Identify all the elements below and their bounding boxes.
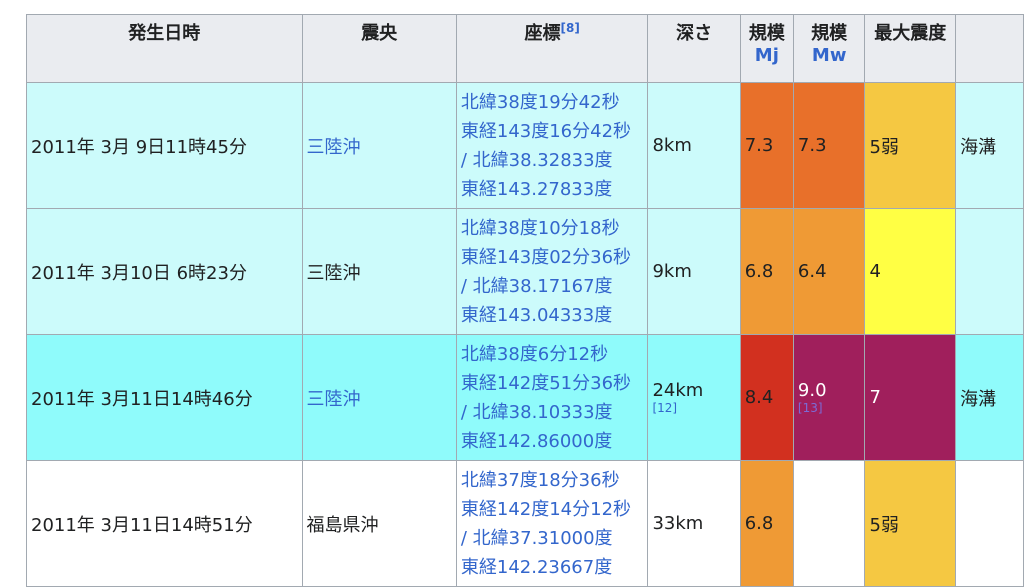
coord-line[interactable]: 東経142.86000度 (460, 430, 613, 452)
header-depth: 深さ (647, 14, 741, 83)
table-row: 2011年 3月11日14時46分 三陸沖 北緯38度6分12秒東経142度51… (26, 334, 1024, 461)
depth-cell: 9km (647, 208, 741, 335)
depth-ref-link[interactable]: [12] (652, 401, 678, 415)
coord-line[interactable]: / 北緯38.10333度 (460, 401, 613, 423)
epicenter-link: 福島県沖 (306, 514, 379, 536)
coords-cell[interactable]: 北緯38度6分12秒東経142度51分36秒 / 北緯38.10333度 東経142… (455, 334, 649, 461)
mw-cell: 7.3 (792, 82, 866, 209)
datetime-cell: 2011年 3月 9日11時45分 (26, 82, 303, 209)
coord-line[interactable]: / 北緯38.32833度 (460, 149, 613, 171)
header-coords: 座標[8] (455, 14, 649, 83)
intensity-cell: 5弱 (864, 82, 957, 209)
intensity-cell: 4 (864, 208, 957, 335)
table-row: 2011年 3月10日 6時23分 三陸沖 北緯38度10分18秒 東経143度0… (26, 208, 1024, 335)
epicenter-cell: 三陸沖 (301, 82, 457, 209)
mw-cell: 6.4 (792, 208, 866, 335)
note-cell: 海溝 (955, 82, 1024, 209)
epicenter-link[interactable]: 三陸沖 (306, 388, 361, 410)
table-row: 2011年 3月 9日11時45分 三陸沖 北緯38度19分42秒 東経143度1… (26, 82, 1024, 209)
coords-ref-link[interactable]: [8] (560, 21, 580, 35)
coord-line[interactable]: 東経142度14分12秒 (460, 498, 632, 520)
coord-line[interactable]: 北緯37度18分36秒 (460, 469, 620, 491)
depth-cell: 8km (647, 82, 741, 209)
epicenter-cell: 福島県沖 (301, 460, 457, 587)
header-mj: 規模 Mj (739, 14, 794, 83)
header-extra (955, 14, 1024, 83)
mj-cell: 7.3 (739, 82, 794, 209)
header-coords-label: 座標 (524, 23, 561, 44)
earthquake-table: 発生日時 震央 座標[8] 深さ 規模 Mj 規模 Mw 最大震度 2011年 3月… (26, 14, 1024, 587)
epicenter-link[interactable]: 三陸沖 (306, 136, 361, 158)
coords-cell[interactable]: 北緯38度10分18秒 東経143度02分36秒 / 北緯38.17167度 東経14… (455, 208, 649, 335)
coord-line[interactable]: / 北緯38.17167度 (460, 275, 613, 297)
epicenter-cell: 三陸沖 (301, 208, 457, 335)
header-epicenter: 震央 (301, 14, 457, 83)
coord-line[interactable]: 東経142度51分36秒 (460, 372, 632, 394)
mw-cell: 9.0 [13] (792, 334, 866, 461)
mw-value: 6.4 (797, 261, 827, 282)
datetime-cell: 2011年 3月11日14時46分 (26, 334, 303, 461)
note-cell (955, 460, 1024, 587)
coord-line[interactable]: 東経143度16分42秒 (460, 120, 632, 142)
header-mj-label: 規模 (748, 23, 785, 44)
coord-line[interactable]: 北緯38度10分18秒 (460, 217, 620, 239)
datetime-cell: 2011年 3月10日 6時23分 (26, 208, 303, 335)
header-mw: 規模 Mw (792, 14, 866, 83)
coord-line[interactable]: 北緯38度6分12秒 (460, 343, 609, 365)
intensity-cell: 7 (864, 334, 957, 461)
table-row: 2011年 3月11日14時51分 福島県沖 北緯37度18分36秒 東経142度… (26, 460, 1024, 587)
mw-cell (792, 460, 866, 587)
coords-cell[interactable]: 北緯37度18分36秒 東経142度14分12秒 / 北緯37.31000度 東経14… (455, 460, 649, 587)
depth-value: 8km (652, 135, 692, 156)
header-intensity: 最大震度 (864, 14, 957, 83)
coord-line[interactable]: / 北緯37.31000度 (460, 527, 613, 549)
header-datetime: 発生日時 (26, 14, 303, 83)
depth-value: 24km (652, 380, 704, 401)
coord-line[interactable]: 東経143.27833度 (460, 178, 613, 200)
mj-link[interactable]: Mj (754, 45, 779, 66)
mj-cell: 6.8 (739, 460, 794, 587)
intensity-cell: 5弱 (864, 460, 957, 587)
coords-cell[interactable]: 北緯38度19分42秒 東経143度16分42秒 / 北緯38.32833度 東経14… (455, 82, 649, 209)
header-mw-label: 規模 (811, 23, 848, 44)
mw-ref-link[interactable]: [13] (797, 401, 823, 415)
mw-value: 7.3 (797, 135, 827, 156)
depth-value: 9km (652, 261, 692, 282)
coord-line[interactable]: 北緯38度19分42秒 (460, 91, 620, 113)
header-row: 発生日時 震央 座標[8] 深さ 規模 Mj 規模 Mw 最大震度 (26, 14, 1024, 83)
mw-value: 9.0 (797, 380, 827, 401)
mw-link[interactable]: Mw (811, 45, 847, 66)
note-cell: 海溝 (955, 334, 1024, 461)
note-cell (955, 208, 1024, 335)
datetime-cell: 2011年 3月11日14時51分 (26, 460, 303, 587)
mj-cell: 8.4 (739, 334, 794, 461)
coord-line[interactable]: 東経142.23667度 (460, 556, 613, 578)
epicenter-link: 三陸沖 (306, 262, 361, 284)
mj-cell: 6.8 (739, 208, 794, 335)
coord-line[interactable]: 東経143.04333度 (460, 304, 613, 326)
epicenter-cell: 三陸沖 (301, 334, 457, 461)
depth-value: 33km (652, 513, 704, 534)
depth-cell: 33km (647, 460, 741, 587)
coord-line[interactable]: 東経143度02分36秒 (460, 246, 632, 268)
depth-cell: 24km [12] (647, 334, 741, 461)
